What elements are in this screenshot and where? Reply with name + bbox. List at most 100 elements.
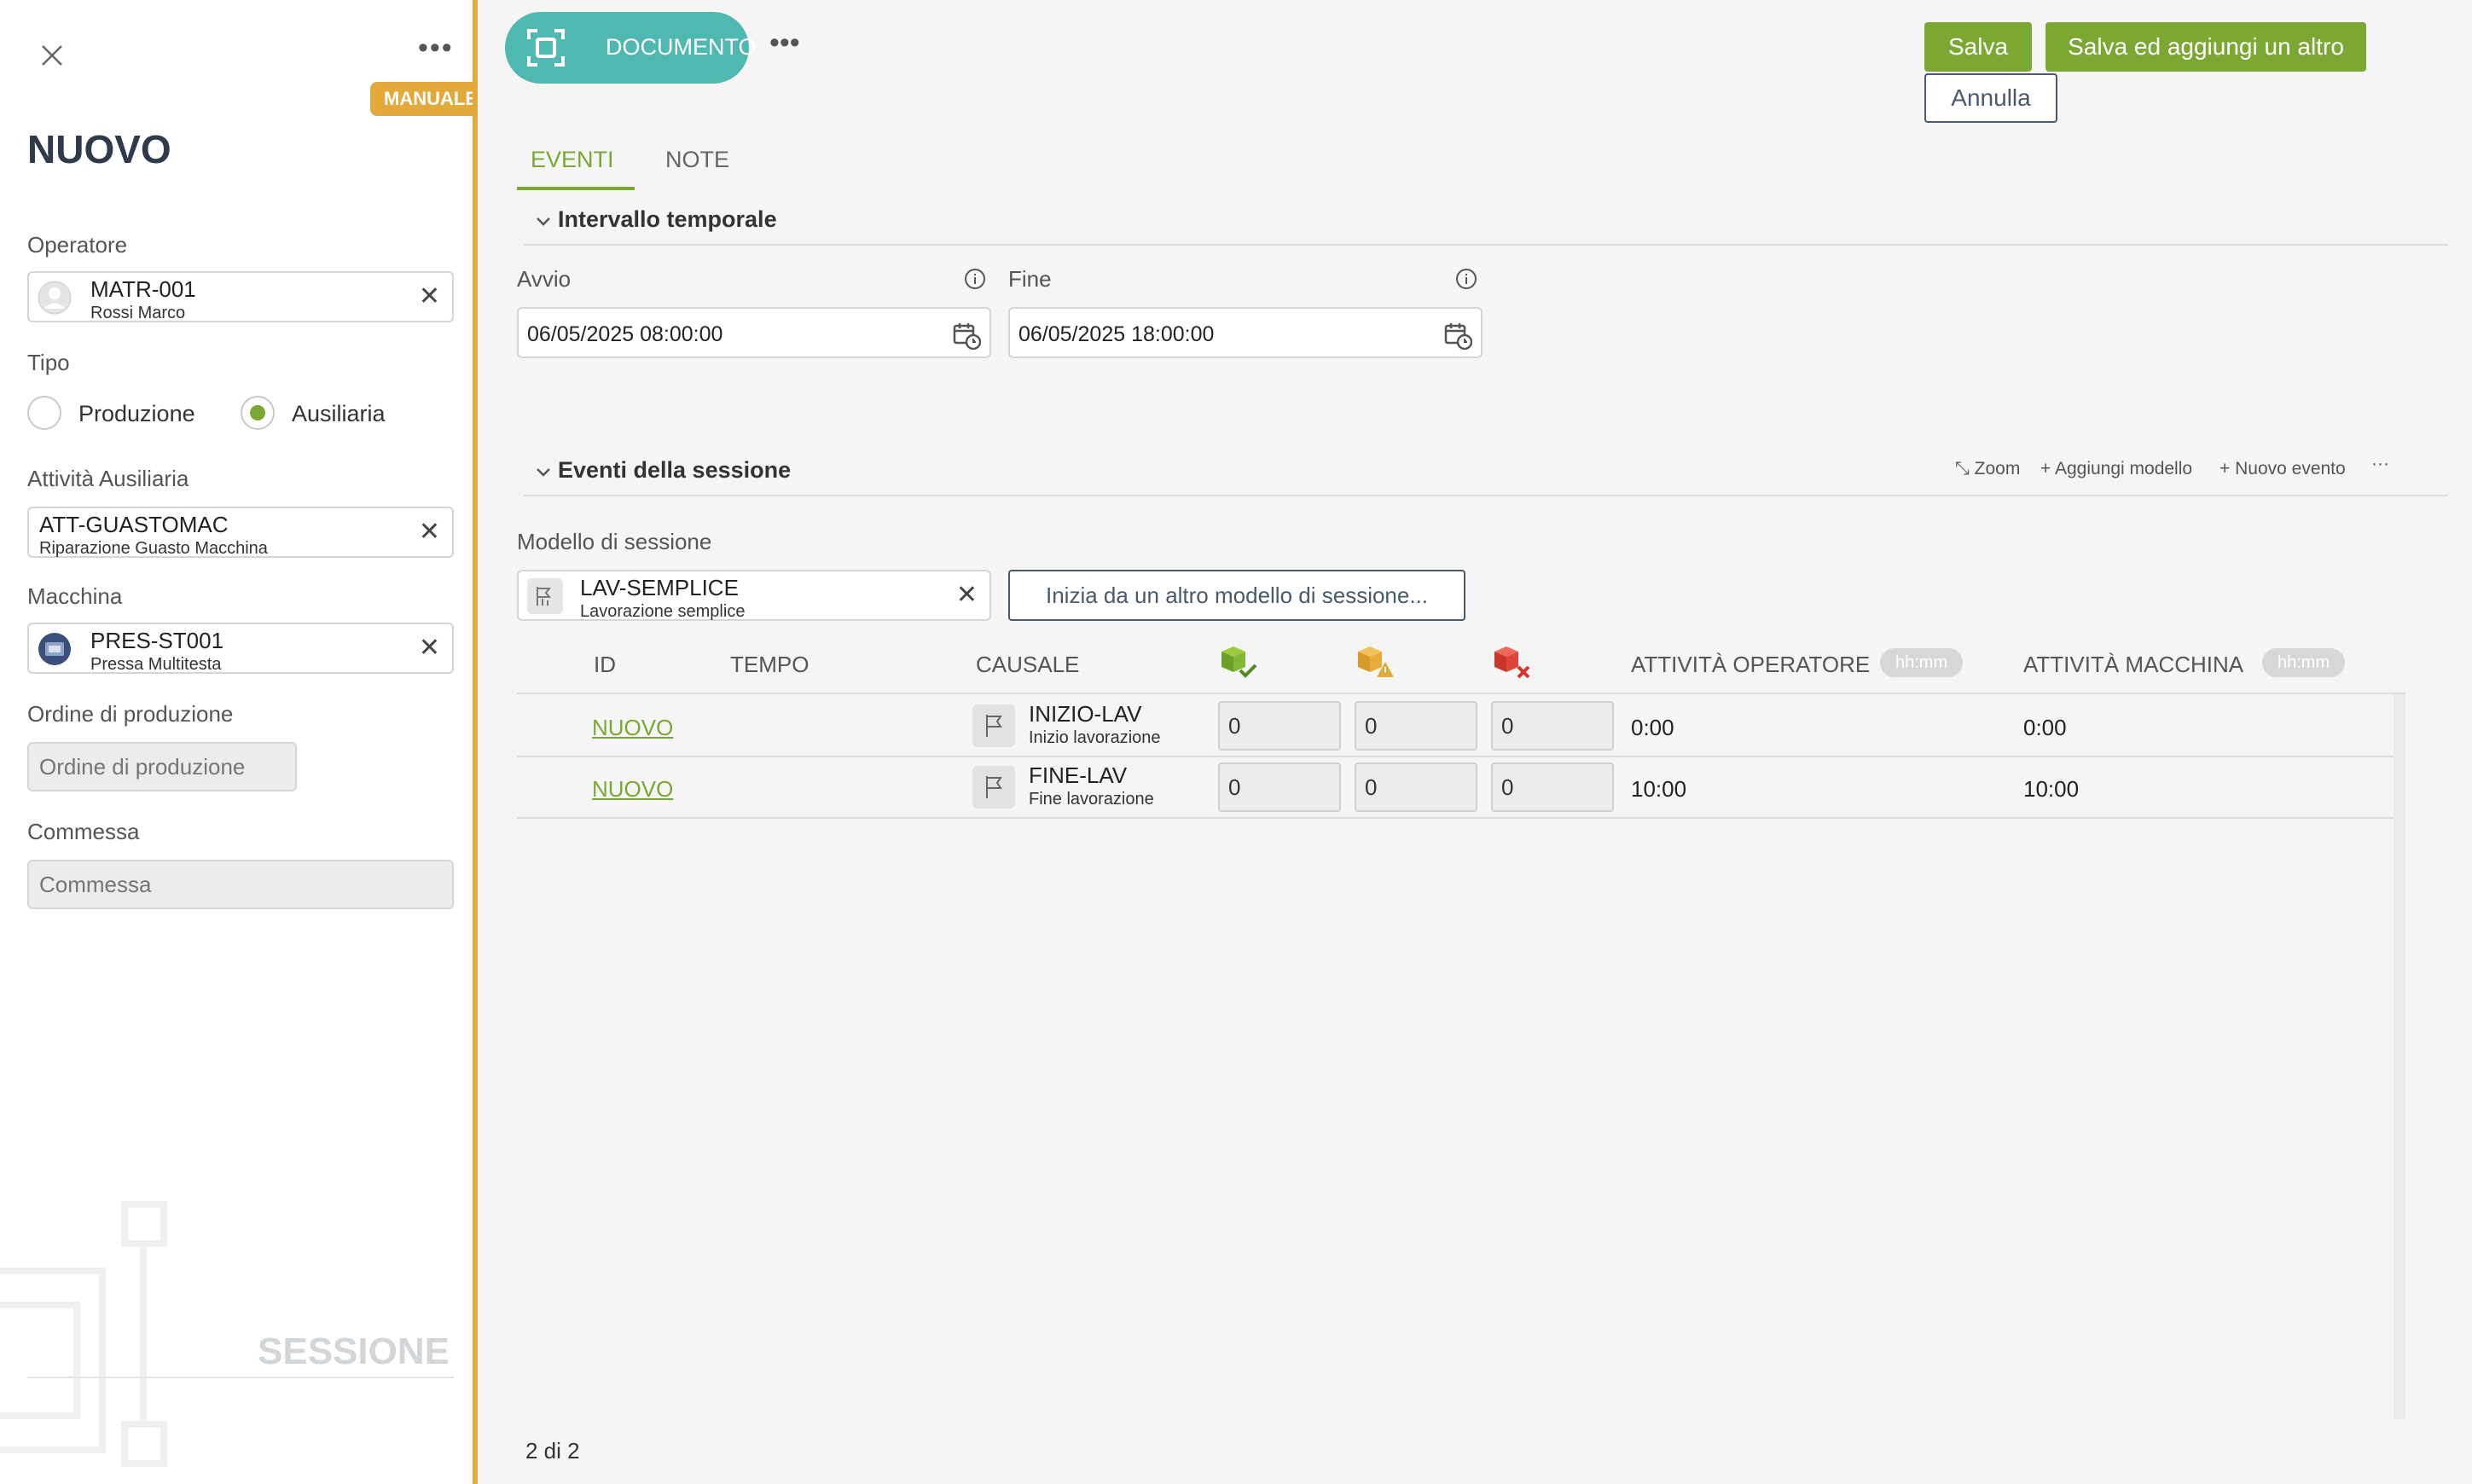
fine-label: Fine xyxy=(1008,266,1052,292)
table-header: ID TEMPO CAUSALE ATTIVITÀ OPERATORE hh:m… xyxy=(517,638,2405,694)
radio-produzione-label: Produzione xyxy=(78,401,195,426)
manuale-badge: MANUALE xyxy=(370,82,473,116)
events-table: ID TEMPO CAUSALE ATTIVITÀ OPERATORE hh:m… xyxy=(517,638,2405,1419)
add-model-label: Aggiungi modello xyxy=(2054,459,2193,478)
info-icon[interactable] xyxy=(1455,268,1477,290)
radio-produzione[interactable] xyxy=(27,396,61,430)
machine-image-icon xyxy=(38,633,71,665)
modello-label: Modello di sessione xyxy=(517,529,712,554)
save-add-button[interactable]: Salva ed aggiungi un altro xyxy=(2045,22,2366,72)
close-icon[interactable] xyxy=(38,41,67,70)
clear-icon[interactable]: ✕ xyxy=(418,282,440,310)
calendar-clock-icon[interactable] xyxy=(1443,321,1472,350)
causale-desc: Fine lavorazione xyxy=(1029,790,1154,809)
col-causale[interactable]: CAUSALE xyxy=(976,652,1080,677)
unit-badge: hh:mm xyxy=(2262,648,2346,677)
col-id[interactable]: ID xyxy=(594,652,616,677)
new-event-label: Nuovo evento xyxy=(2235,459,2346,478)
save-button[interactable]: Salva xyxy=(1924,22,2032,72)
col-tempo[interactable]: TEMPO xyxy=(730,652,809,677)
good-pieces-icon xyxy=(1221,646,1257,678)
row-id-link[interactable]: NUOVO xyxy=(592,776,674,802)
cancel-button[interactable]: Annulla xyxy=(1924,73,2057,123)
operatore-desc: Rossi Marco xyxy=(90,304,186,322)
attivita-desc: Riparazione Guasto Macchina xyxy=(39,539,268,558)
zoom-button[interactable]: ⤡ Zoom xyxy=(1955,459,2020,479)
scrap-qty-input[interactable] xyxy=(1491,701,1614,751)
radio-ausiliaria[interactable] xyxy=(241,396,275,430)
ordine-label: Ordine di produzione xyxy=(27,701,234,727)
more-icon[interactable]: ••• xyxy=(418,32,454,64)
unit-badge: hh:mm xyxy=(1880,648,1964,677)
attivita-field[interactable]: ATT-GUASTOMAC Riparazione Guasto Macchin… xyxy=(27,507,454,558)
sessione-watermark: SESSIONE xyxy=(258,1330,450,1372)
good-qty-input[interactable] xyxy=(1218,762,1341,812)
macchina-code: PRES-ST001 xyxy=(90,628,224,653)
att-macchina-value: 10:00 xyxy=(2023,776,2080,802)
operatore-field[interactable]: MATR-001 Rossi Marco ✕ xyxy=(27,271,454,322)
warn-qty-input[interactable] xyxy=(1355,762,1477,812)
col-att-operatore[interactable]: ATTIVITÀ OPERATORE xyxy=(1631,652,1871,677)
operatore-label: Operatore xyxy=(27,232,128,258)
good-qty-input[interactable] xyxy=(1218,701,1341,751)
operatore-code: MATR-001 xyxy=(90,276,196,302)
intervallo-title: Intervallo temporale xyxy=(558,206,777,232)
att-operatore-value: 0:00 xyxy=(1631,715,1674,740)
intervallo-section-header[interactable]: Intervallo temporale xyxy=(524,201,2448,246)
plus-icon: + xyxy=(2220,459,2231,478)
avvio-label: Avvio xyxy=(517,266,572,292)
more-icon[interactable]: ••• xyxy=(769,26,800,59)
table-scrollbar[interactable] xyxy=(2394,694,2405,1419)
commessa-input[interactable] xyxy=(27,860,454,909)
chevron-down-icon xyxy=(537,217,550,226)
col-att-macchina[interactable]: ATTIVITÀ MACCHINA xyxy=(2023,652,2244,677)
row-id-link[interactable]: NUOVO xyxy=(592,715,674,740)
commessa-label: Commessa xyxy=(27,819,140,844)
watermark-graphic xyxy=(0,1201,167,1467)
eventi-title: Eventi della sessione xyxy=(558,457,792,483)
expand-icon: ⤡ xyxy=(1955,459,1970,478)
attivita-label: Attività Ausiliaria xyxy=(27,466,189,491)
ordine-input[interactable] xyxy=(27,742,297,791)
altro-modello-button[interactable]: Inizia da un altro modello di sessione..… xyxy=(1008,570,1465,621)
tab-note[interactable]: NOTE xyxy=(665,147,730,172)
documento-button[interactable]: DOCUMENTO xyxy=(505,12,757,84)
tab-eventi[interactable]: EVENTI xyxy=(517,147,635,190)
calendar-clock-icon[interactable] xyxy=(952,321,981,350)
main-content: DOCUMENTO ••• Salva Salva ed aggiungi un… xyxy=(483,0,2472,1484)
table-row: NUOVO INIZIO-LAV Inizio lavorazione 0:00… xyxy=(517,696,2405,757)
attivita-code: ATT-GUASTOMAC xyxy=(39,512,229,537)
tipo-label: Tipo xyxy=(27,350,70,375)
fine-input[interactable]: 06/05/2025 18:00:00 xyxy=(1008,307,1483,358)
add-model-button[interactable]: + Aggiungi modello xyxy=(2040,459,2192,479)
flag-icon xyxy=(972,704,1015,747)
modello-field[interactable]: LAV-SEMPLICE Lavorazione semplice ✕ xyxy=(517,570,991,621)
warn-qty-input[interactable] xyxy=(1355,701,1477,751)
info-icon[interactable] xyxy=(964,268,986,290)
modello-desc: Lavorazione semplice xyxy=(580,602,746,621)
scrap-qty-input[interactable] xyxy=(1491,762,1614,812)
flag-icon xyxy=(972,766,1015,809)
eventi-section-header[interactable]: Eventi della sessione xyxy=(524,452,2448,496)
clear-icon[interactable]: ✕ xyxy=(955,581,978,609)
documento-label: DOCUMENTO xyxy=(606,34,757,60)
more-icon[interactable]: ··· xyxy=(2371,454,2389,473)
scan-document-icon xyxy=(527,29,565,67)
divider xyxy=(27,1377,454,1378)
plus-icon: + xyxy=(2040,459,2051,478)
clear-icon[interactable]: ✕ xyxy=(418,634,440,662)
scrap-pieces-icon xyxy=(1494,646,1530,679)
causale-code: FINE-LAV xyxy=(1029,762,1128,788)
radio-ausiliaria-label: Ausiliaria xyxy=(292,401,386,426)
template-icon xyxy=(527,578,563,614)
macchina-desc: Pressa Multitesta xyxy=(90,655,222,674)
att-operatore-value: 10:00 xyxy=(1631,776,1687,802)
modello-code: LAV-SEMPLICE xyxy=(580,575,739,600)
causale-code: INIZIO-LAV xyxy=(1029,701,1142,727)
user-avatar-icon xyxy=(38,281,72,315)
clear-icon[interactable]: ✕ xyxy=(418,518,440,546)
pagination-info: 2 di 2 xyxy=(525,1438,580,1464)
new-event-button[interactable]: + Nuovo evento xyxy=(2220,459,2346,479)
macchina-field[interactable]: PRES-ST001 Pressa Multitesta ✕ xyxy=(27,623,454,674)
avvio-input[interactable]: 06/05/2025 08:00:00 xyxy=(517,307,991,358)
